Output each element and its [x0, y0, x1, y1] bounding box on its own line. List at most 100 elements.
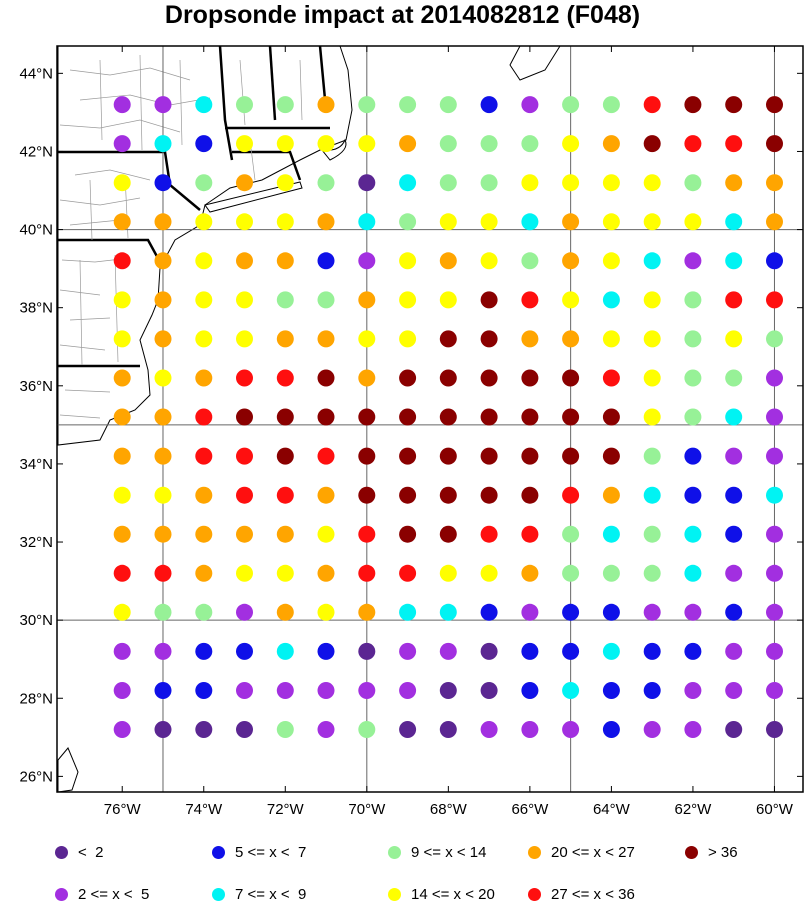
- impact-dot: [317, 330, 335, 348]
- impact-dot: [317, 721, 335, 738]
- impact-dot: [195, 213, 213, 231]
- impact-dot: [766, 486, 783, 504]
- impact-dot: [113, 642, 131, 660]
- impact-dot: [602, 369, 620, 387]
- impact-dot: [480, 447, 498, 465]
- impact-dot: [521, 96, 539, 114]
- impact-dot: [317, 564, 335, 582]
- impact-dot: [480, 213, 498, 231]
- impact-dot: [643, 721, 661, 738]
- impact-dot: [643, 291, 661, 309]
- impact-dots: [113, 96, 783, 738]
- impact-dot: [480, 135, 498, 153]
- impact-dot: [276, 174, 294, 192]
- impact-dot: [643, 252, 661, 270]
- impact-dot: [113, 291, 131, 309]
- impact-dot: [602, 682, 620, 699]
- impact-dot: [480, 291, 498, 309]
- impact-dot: [602, 447, 620, 465]
- impact-dot: [113, 174, 131, 192]
- impact-dot: [276, 564, 294, 582]
- impact-dot: [725, 525, 743, 543]
- impact-dot: [725, 486, 743, 504]
- impact-dot: [399, 642, 417, 660]
- impact-dot: [684, 525, 702, 543]
- impact-dot: [480, 96, 498, 114]
- impact-dot: [358, 603, 376, 621]
- impact-dot: [725, 642, 743, 660]
- impact-dot: [439, 96, 457, 114]
- impact-dot: [480, 174, 498, 192]
- impact-dot: [276, 721, 294, 738]
- impact-dot: [439, 135, 457, 153]
- impact-dot: [725, 174, 743, 192]
- impact-dot: [399, 447, 417, 465]
- impact-dot: [358, 252, 376, 270]
- lat-tick-label: 26°N: [19, 768, 53, 785]
- impact-dot: [643, 682, 661, 699]
- impact-dot: [684, 447, 702, 465]
- impact-dot: [399, 603, 417, 621]
- impact-dot: [602, 252, 620, 270]
- impact-dot: [399, 330, 417, 348]
- impact-dot: [276, 96, 294, 114]
- impact-dot: [480, 603, 498, 621]
- impact-dot: [602, 721, 620, 738]
- impact-dot: [562, 603, 580, 621]
- impact-dot: [154, 291, 172, 309]
- impact-dot: [521, 291, 539, 309]
- impact-dot: [195, 96, 213, 114]
- impact-dot: [113, 486, 131, 504]
- impact-dot: [562, 96, 580, 114]
- impact-dot: [358, 330, 376, 348]
- impact-dot: [725, 330, 743, 348]
- impact-dot: [236, 135, 253, 153]
- impact-dot: [439, 486, 457, 504]
- impact-dot: [643, 603, 661, 621]
- impact-dot: [358, 642, 376, 660]
- impact-dot: [602, 564, 620, 582]
- impact-dot: [399, 408, 417, 426]
- impact-dot: [684, 682, 702, 699]
- map-title: Dropsonde impact at 2014082812 (F048): [164, 1, 641, 29]
- impact-dot: [725, 447, 743, 465]
- impact-dot: [521, 252, 539, 270]
- impact-dot: [480, 408, 498, 426]
- impact-dot: [358, 564, 376, 582]
- impact-dot: [521, 408, 539, 426]
- impact-dot: [643, 135, 661, 153]
- impact-dot: [725, 408, 743, 426]
- impact-dot: [195, 369, 213, 387]
- impact-dot: [766, 603, 783, 621]
- impact-dot: [562, 447, 580, 465]
- impact-dot: [236, 408, 253, 426]
- impact-dot: [562, 682, 580, 699]
- legend-swatch: [55, 845, 68, 859]
- impact-dot: [236, 96, 253, 114]
- impact-dot: [154, 642, 172, 660]
- impact-dot: [643, 330, 661, 348]
- lon-tick-label: 74°W: [185, 801, 223, 818]
- impact-dot: [399, 682, 417, 699]
- legend-item: > 36: [685, 842, 738, 862]
- impact-dot: [766, 213, 783, 231]
- legend-label: 9 <= x < 14: [411, 843, 487, 861]
- impact-dot: [602, 135, 620, 153]
- legend-label: > 36: [708, 843, 738, 861]
- impact-dot: [195, 408, 213, 426]
- impact-dot: [725, 213, 743, 231]
- lat-tick-label: 28°N: [19, 690, 53, 707]
- impact-dot: [317, 408, 335, 426]
- lat-tick-label: 40°N: [19, 222, 53, 239]
- lon-tick-label: 72°W: [267, 801, 305, 818]
- impact-dot: [480, 564, 498, 582]
- lat-tick-label: 42°N: [19, 143, 53, 160]
- impact-dot: [276, 447, 294, 465]
- legend-item: 5 <= x < 7: [212, 842, 306, 862]
- impact-dot: [399, 525, 417, 543]
- impact-dot: [358, 408, 376, 426]
- impact-dot: [276, 486, 294, 504]
- impact-dot: [562, 252, 580, 270]
- impact-dot: [480, 252, 498, 270]
- impact-dot: [562, 330, 580, 348]
